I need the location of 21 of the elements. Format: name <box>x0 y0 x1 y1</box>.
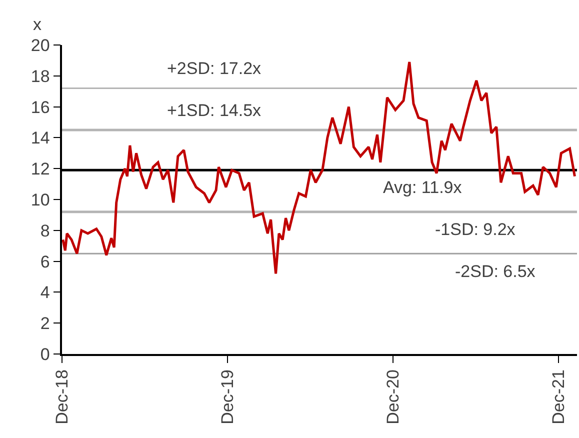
x-tick-label: Dec-19 <box>218 370 237 424</box>
ref-line-label: +2SD: 17.2x <box>167 59 262 78</box>
ref-line-label: -2SD: 6.5x <box>455 262 536 281</box>
y-tick-label: 14 <box>30 128 50 148</box>
y-tick-label: 10 <box>30 190 50 210</box>
y-tick-label: 4 <box>40 283 50 302</box>
x-tick-label: Dec-18 <box>52 370 72 424</box>
ref-line-label: +1SD: 14.5x <box>167 101 262 120</box>
y-tick-label: 6 <box>40 252 50 272</box>
y-axis-title: x <box>33 15 42 34</box>
ref-line-label: Avg: 11.9x <box>383 178 462 197</box>
x-tick-label: Dec-21 <box>548 370 568 424</box>
y-tick-label: 20 <box>30 36 50 55</box>
y-tick-label: 12 <box>30 160 50 179</box>
ref-line-label: -1SD: 9.2x <box>435 220 516 239</box>
y-tick-label: 0 <box>40 344 50 364</box>
y-tick-label: 8 <box>40 221 50 240</box>
x-tick-label: Dec-20 <box>384 370 403 424</box>
y-tick-label: 2 <box>40 314 50 334</box>
y-tick-label: 16 <box>30 98 50 117</box>
y-tick-label: 18 <box>30 66 50 86</box>
